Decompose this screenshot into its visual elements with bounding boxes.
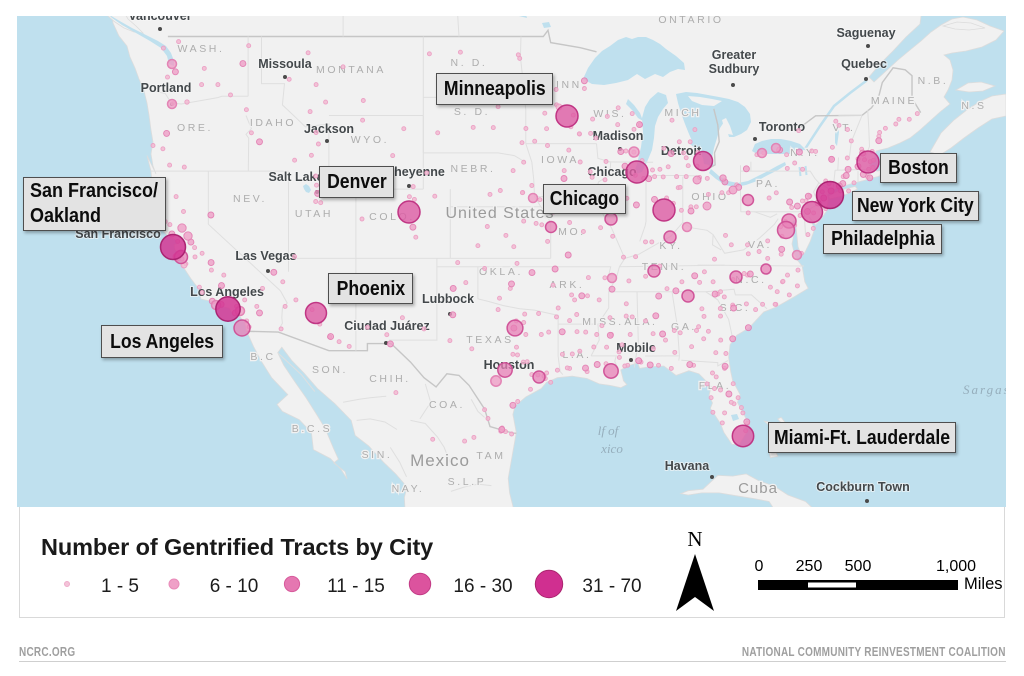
svg-text:S. D.: S. D. [454,106,490,118]
svg-text:KY.: KY. [659,240,682,252]
svg-text:NEBR.: NEBR. [450,163,495,175]
svg-text:ONTARIO: ONTARIO [658,16,723,26]
svg-text:Cockburn Town: Cockburn Town [816,480,910,494]
svg-text:Jackson: Jackson [304,122,354,136]
svg-text:Lubbock: Lubbock [422,292,474,306]
svg-text:N. D.: N. D. [451,57,488,69]
svg-text:Mexico: Mexico [410,451,470,470]
svg-text:NAY.: NAY. [392,483,425,495]
svg-text:OKLA.: OKLA. [479,266,523,278]
svg-text:xico: xico [600,441,623,456]
svg-text:Missoula: Missoula [258,57,313,71]
svg-text:MAINE: MAINE [871,95,917,107]
svg-text:Ciudad Juárez: Ciudad Juárez [344,319,429,333]
svg-text:OHIO: OHIO [691,191,728,203]
svg-text:ORE.: ORE. [177,122,213,134]
svg-text:Salt Lake: Salt Lake [269,170,324,184]
svg-text:lf of: lf of [598,423,621,438]
svg-text:WYO.: WYO. [351,134,389,146]
svg-text:WASH.: WASH. [177,43,224,55]
svg-text:Quebec: Quebec [841,57,887,71]
svg-text:MO.: MO. [558,226,586,238]
svg-text:VT.: VT. [833,122,856,134]
svg-text:Mobile: Mobile [616,341,656,355]
svg-text:IOWA: IOWA [541,154,579,166]
svg-text:Cheyenne: Cheyenne [385,165,445,179]
svg-text:Las Vegas: Las Vegas [235,249,296,263]
svg-text:SIN.: SIN. [362,449,393,461]
svg-text:UTAH: UTAH [295,208,333,220]
svg-text:VA.: VA. [748,239,772,251]
svg-text:COA.: COA. [429,399,465,411]
svg-text:TEXAS: TEXAS [466,334,513,346]
svg-text:PA.: PA. [756,178,780,190]
svg-text:Los Angeles: Los Angeles [190,285,264,299]
svg-text:IDAHO: IDAHO [250,117,296,129]
svg-text:MONTANA: MONTANA [316,64,386,76]
svg-text:CHIH.: CHIH. [369,373,411,385]
svg-text:Portland: Portland [141,81,192,95]
svg-text:United States: United States [445,205,554,222]
svg-text:WIS.: WIS. [593,108,626,120]
svg-text:L.A.: L.A. [562,349,591,361]
svg-text:Havana: Havana [665,459,711,473]
svg-text:S.L.P: S.L.P [448,476,487,488]
svg-text:B.C.S: B.C.S [292,423,332,435]
svg-text:N.S: N.S [961,100,986,112]
svg-text:Vancouver: Vancouver [128,16,191,23]
svg-text:SON.: SON. [312,364,348,376]
svg-text:Toronto: Toronto [759,120,806,134]
svg-text:B.C: B.C [250,351,275,363]
svg-text:Cuba: Cuba [738,480,778,497]
svg-text:Sargasso: Sargasso [963,382,1006,397]
svg-text:N.B.: N.B. [918,75,949,87]
svg-text:ALA.: ALA. [624,316,657,328]
svg-text:Saguenay: Saguenay [836,26,895,40]
svg-text:Greater: Greater [712,48,757,62]
svg-text:N: N [687,527,702,551]
svg-text:Madison: Madison [593,129,644,143]
svg-text:ARK.: ARK. [550,279,585,291]
svg-text:NEV.: NEV. [233,193,267,205]
svg-text:TAM: TAM [476,450,505,462]
svg-text:Sudbury: Sudbury [709,62,760,76]
svg-text:MICH: MICH [664,107,701,119]
